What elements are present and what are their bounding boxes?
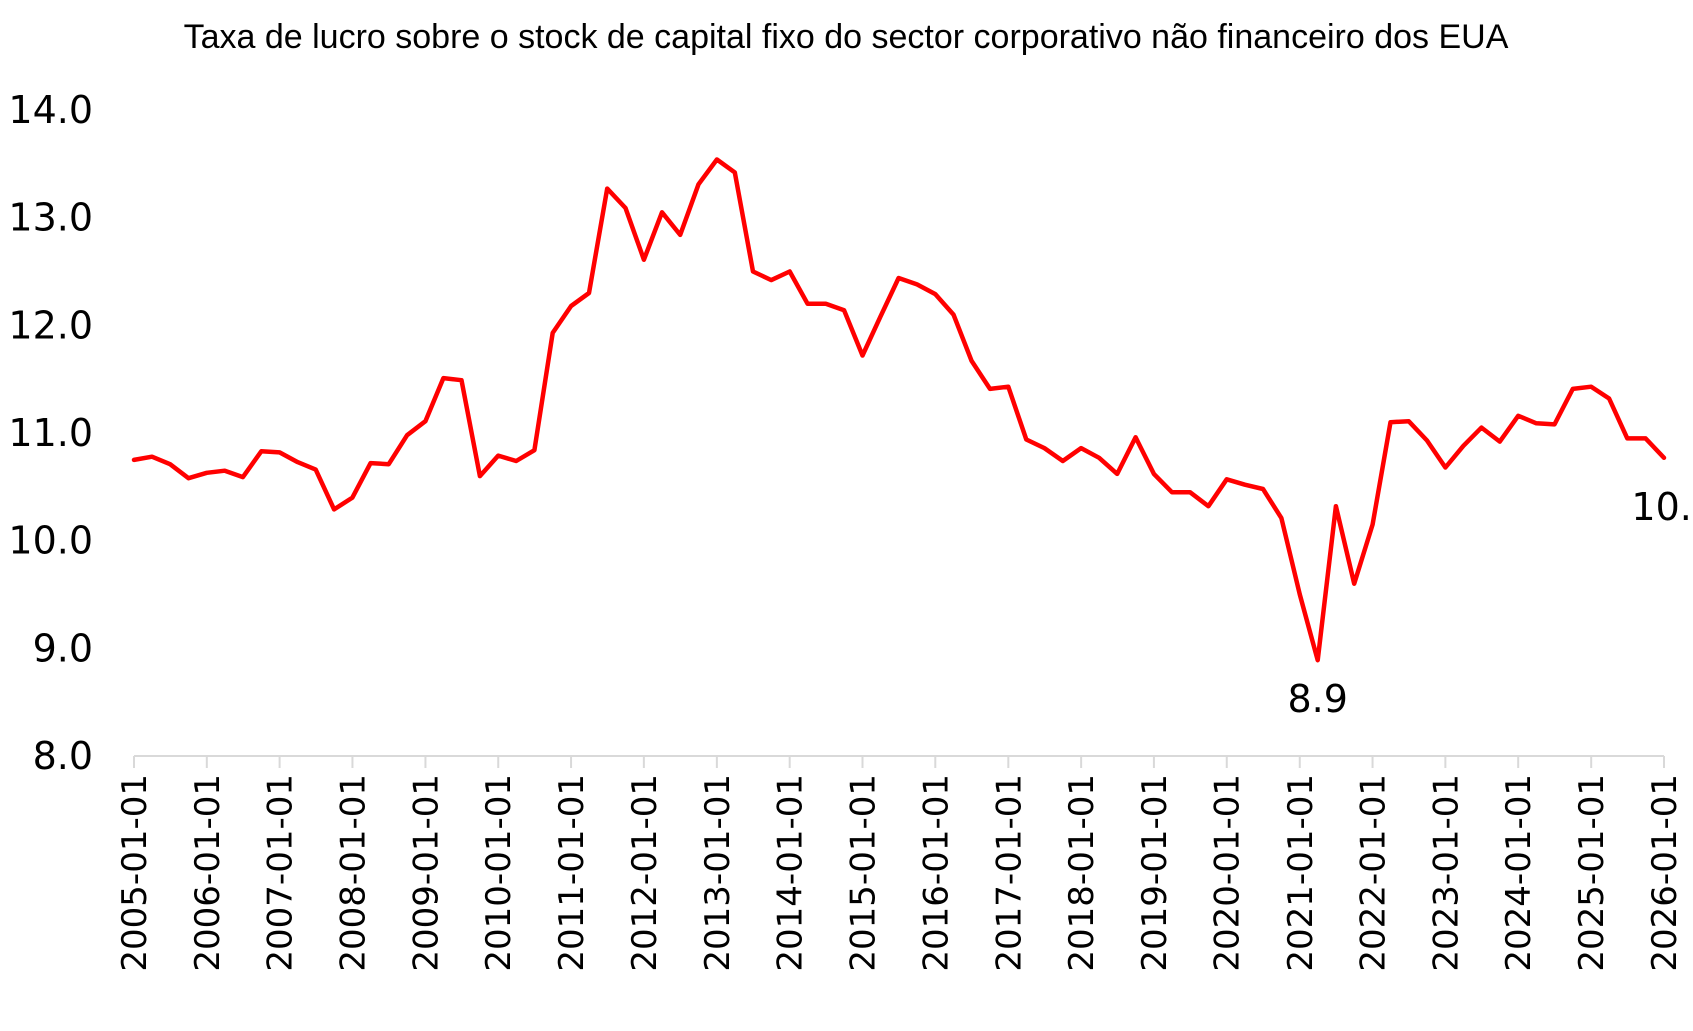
x-tick-label: 2017-01-01 [989, 774, 1029, 972]
series-line [131, 157, 1667, 663]
x-tick-label: 2011-01-01 [552, 774, 592, 972]
x-tick-label: 2014-01-01 [771, 774, 811, 972]
y-tick-label: 12.0 [8, 303, 93, 347]
data-label: 8.9 [1287, 677, 1347, 721]
y-tick-label: 8.0 [33, 734, 93, 778]
x-tick-label: 2022-01-01 [1354, 774, 1394, 972]
x-tick-label: 2025-01-01 [1572, 774, 1612, 972]
x-axis: 2005-01-01 2006-01-01 2007-01-01 2008-01-01… [115, 755, 1685, 972]
y-tick-label: 13.0 [8, 196, 93, 240]
x-tick-label: 2024-01-01 [1499, 774, 1539, 972]
x-tick-label: 2009-01-01 [406, 774, 446, 972]
x-tick-label: 2020-01-01 [1208, 774, 1248, 972]
y-axis: 8.0 9.0 10.0 11.0 12.0 13.0 14.0 [8, 88, 93, 778]
x-tick-label: 2008-01-01 [333, 774, 373, 972]
x-tick-label: 2010-01-01 [479, 774, 519, 972]
x-tick-label: 2026-01-01 [1645, 774, 1685, 972]
series-group [131, 157, 1667, 663]
y-tick-label: 9.0 [33, 626, 93, 670]
x-tick-label: 2016-01-01 [916, 774, 956, 972]
data-label: 10.8 [1631, 485, 1693, 529]
x-tick-label: 2023-01-01 [1426, 774, 1466, 972]
annotations-group: 8.9 10.8 [1287, 485, 1693, 721]
x-tick-label: 2005-01-01 [115, 774, 155, 972]
y-tick-label: 11.0 [8, 411, 93, 455]
x-tick-label: 2007-01-01 [261, 774, 301, 972]
x-tick-label: 2021-01-01 [1281, 774, 1321, 972]
x-tick-label: 2013-01-01 [698, 774, 738, 972]
x-tick-label: 2018-01-01 [1062, 774, 1102, 972]
x-tick-label: 2006-01-01 [188, 774, 228, 972]
x-tick-label: 2015-01-01 [843, 774, 883, 972]
x-tick-label: 2019-01-01 [1135, 774, 1175, 972]
chart-title: Taxa de lucro sobre o stock de capital f… [184, 18, 1509, 56]
x-tick-label: 2012-01-01 [625, 774, 665, 972]
y-tick-label: 10.0 [8, 519, 93, 563]
y-tick-label: 14.0 [8, 88, 93, 132]
